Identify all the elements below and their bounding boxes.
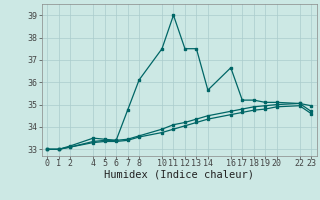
X-axis label: Humidex (Indice chaleur): Humidex (Indice chaleur) (104, 169, 254, 179)
